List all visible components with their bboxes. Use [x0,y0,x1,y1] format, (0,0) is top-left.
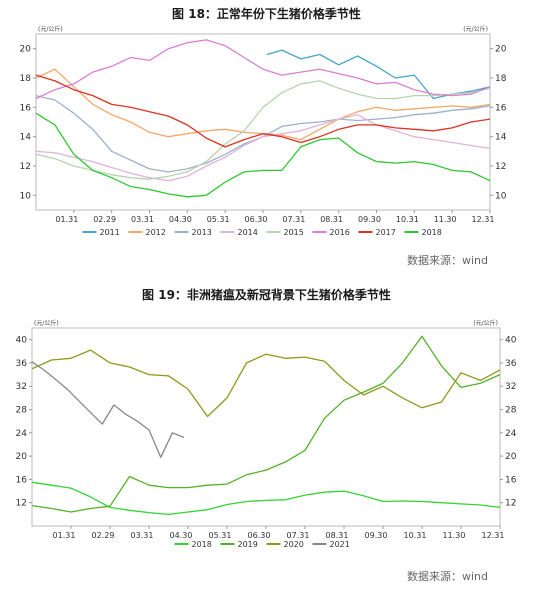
legend-label-2014: 2014 [238,228,258,237]
series-line-2019 [31,335,501,513]
x-tick-label: 05.31 [209,531,232,540]
y-tick-label-left: 24 [16,429,28,439]
x-tick-label: 08.31 [326,531,349,540]
legend-label-2021: 2021 [330,540,350,549]
legend-label-2018: 2018 [192,540,212,549]
x-tick-label: 09.30 [365,531,388,540]
series-line-2018 [31,481,501,516]
y-unit-right: (元/公斤) [473,319,498,327]
y-tick-label-right: 32 [505,382,516,392]
y-tick-label-left: 28 [16,406,28,416]
y-tick-label-left: 14 [20,133,32,143]
x-tick-label: 01.31 [55,215,78,224]
series-line-2018 [35,112,491,198]
y-tick-label-right: 20 [505,452,517,462]
legend-label-2017: 2017 [376,228,396,237]
x-tick-label: 01.31 [53,531,76,540]
x-tick-label: 02.29 [93,215,116,224]
legend-label-2015: 2015 [284,228,304,237]
x-tick-label: 04.30 [170,531,193,540]
y-tick-label-right: 24 [505,429,517,439]
legend-label-2019: 2019 [238,540,258,549]
chart-1: (元/公斤) (元/公斤) 10 10 12 12 14 14 16 16 18 18 20 20 01.3… [20,25,507,237]
y-tick-label-left: 20 [20,45,32,55]
y-unit-right: (元/公斤) [463,25,488,33]
y-tick-label-left: 40 [16,336,28,346]
y-tick-label-right: 10 [495,191,507,201]
y-tick-label-right: 36 [505,359,517,369]
x-tick-label: 06.30 [248,531,271,540]
x-tick-label: 03.31 [131,531,154,540]
x-tick-label: 10.31 [396,215,419,224]
y-tick-label-right: 14 [495,133,507,143]
y-tick-label-left: 36 [16,359,28,369]
x-tick-label: 06.30 [245,215,268,224]
series-line-2016 [35,39,491,100]
x-tick-label: 11.30 [434,215,457,224]
legend-label-2012: 2012 [146,228,166,237]
y-tick-label-left: 10 [20,191,32,201]
x-tick-label: 07.31 [282,215,305,224]
y-tick-label-left: 32 [16,382,27,392]
legend-label-2011: 2011 [100,228,120,237]
series-line-2020 [31,349,501,418]
x-tick-label: 04.30 [169,215,192,224]
legend-label-2020: 2020 [284,540,304,549]
x-tick-label: 09.30 [358,215,381,224]
x-tick-label: 08.31 [320,215,343,224]
y-tick-label-right: 18 [495,74,507,84]
chart-2-title: 图 19：非洲猪瘟及新冠背景下生猪价格季节性 [142,288,391,302]
x-tick-label: 10.31 [404,531,427,540]
x-tick-label: 12.31 [472,215,495,224]
chart-1-title: 图 18：正常年份下生猪价格季节性 [172,7,361,21]
legend-label-2013: 2013 [192,228,212,237]
series-line-2014 [35,114,491,182]
x-tick-label: 03.31 [131,215,154,224]
y-tick-label-left: 16 [20,103,32,113]
x-tick-label: 07.31 [287,531,310,540]
y-unit-left: (元/公斤) [38,25,63,33]
x-tick-label: 05.31 [207,215,230,224]
legend-label-2018: 2018 [422,228,442,237]
x-tick-label: 12.31 [482,531,505,540]
y-tick-label-right: 28 [505,406,517,416]
y-tick-label-left: 18 [20,74,32,84]
series-line-2011 [266,49,491,100]
x-tick-label: 02.29 [92,531,115,540]
chart-1-source: 数据来源：wind [407,254,489,267]
series-line-2012 [35,68,491,141]
y-tick-label-left: 16 [16,475,28,485]
y-tick-label-right: 40 [505,336,517,346]
y-tick-label-left: 20 [16,452,28,462]
chart-2-source: 数据来源：wind [407,570,489,583]
y-unit-left: (元/公斤) [34,319,59,327]
legend-label-2016: 2016 [330,228,350,237]
y-tick-label-right: 16 [505,475,517,485]
y-tick-label-right: 12 [495,162,506,172]
plot-frame [35,33,491,211]
x-tick-label: 11.30 [443,531,466,540]
y-tick-label-right: 16 [495,103,507,113]
y-tick-label-right: 12 [505,499,516,509]
y-tick-label-right: 20 [495,45,507,55]
series-line-2021 [31,361,185,458]
y-tick-label-left: 12 [16,499,27,509]
y-tick-label-left: 12 [20,162,31,172]
series-line-2017 [35,74,491,148]
series-line-2015 [35,80,491,180]
